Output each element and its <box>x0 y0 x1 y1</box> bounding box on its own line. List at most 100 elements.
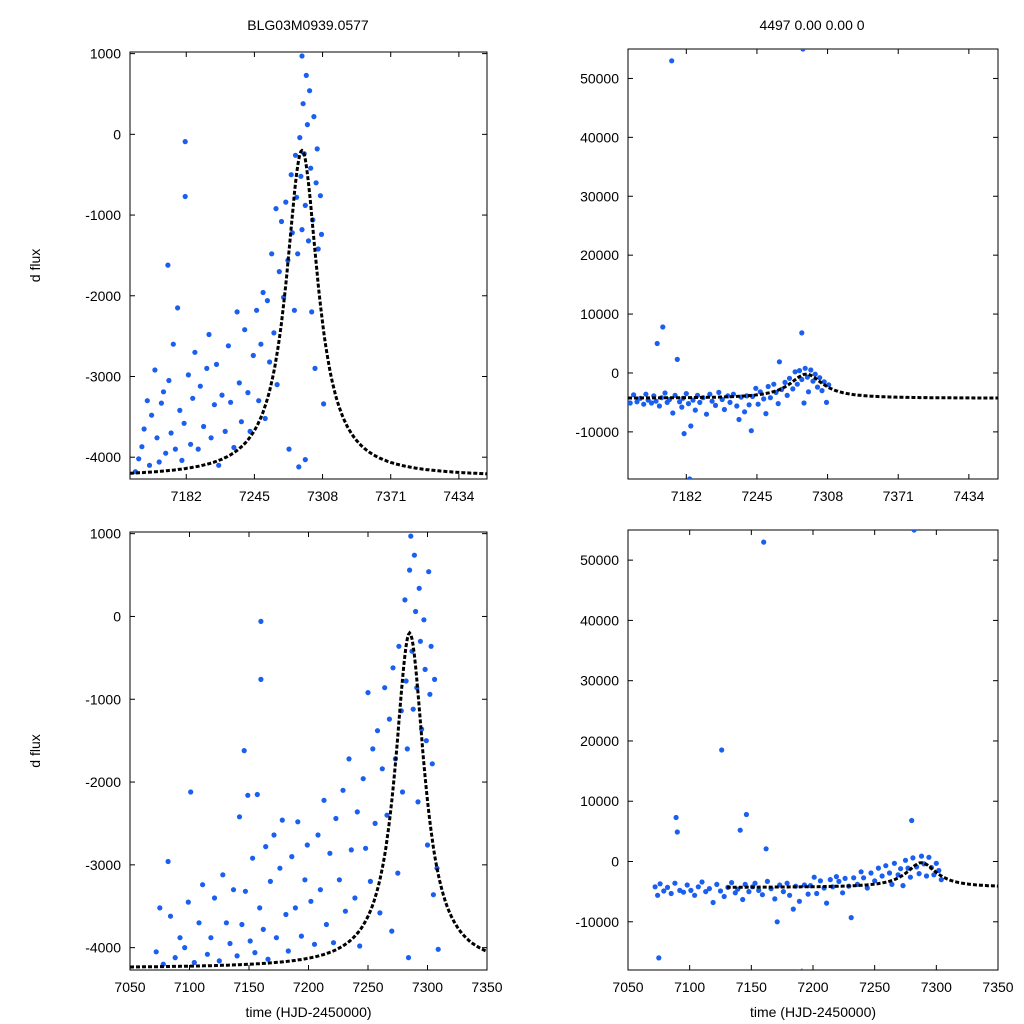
data-point <box>674 829 680 835</box>
data-point <box>805 891 811 897</box>
data-point <box>918 853 925 859</box>
data-point <box>273 206 279 212</box>
x-tick-label: 7050 <box>612 979 643 995</box>
data-point <box>153 949 159 955</box>
data-point <box>405 955 412 961</box>
data-point <box>277 865 283 871</box>
data-point <box>674 356 680 362</box>
data-point <box>288 172 294 178</box>
data-point <box>264 298 270 304</box>
data-point <box>188 789 194 795</box>
y-tick-label: -3000 <box>85 368 121 384</box>
data-point <box>740 896 746 903</box>
data-point <box>759 892 766 898</box>
data-point <box>848 915 854 921</box>
x-tick-label: 7050 <box>114 979 145 995</box>
data-point <box>250 352 256 359</box>
data-point <box>683 391 689 397</box>
data-point <box>714 881 720 888</box>
data-point <box>692 892 698 898</box>
data-point <box>390 665 396 671</box>
data-point <box>295 251 301 257</box>
data-point <box>736 416 742 423</box>
x-tick-label: 7300 <box>921 979 952 995</box>
y-tick-label: 0 <box>611 365 619 381</box>
data-point <box>276 269 282 275</box>
data-point <box>712 402 719 408</box>
data-point <box>247 938 253 944</box>
x-tick-label: 7150 <box>233 979 264 995</box>
data-point <box>763 411 769 417</box>
data-point <box>312 365 318 371</box>
data-point <box>165 262 171 268</box>
data-point <box>840 890 846 896</box>
data-point <box>317 887 323 893</box>
data-point <box>677 399 683 405</box>
data-point <box>158 400 164 406</box>
data-point <box>182 945 188 951</box>
panel-bottom-left: 7050 7100 7150 7200 7250 7300 7350 -4000 -3000 -2… <box>27 526 503 1020</box>
data-point <box>211 402 217 408</box>
data-point <box>190 395 196 401</box>
data-point <box>824 900 830 906</box>
data-point <box>274 382 280 388</box>
plot-frame <box>129 531 488 971</box>
data-point <box>737 827 743 833</box>
data-point <box>687 476 693 479</box>
x-tick-label: 7182 <box>171 488 202 504</box>
y-tick-label: 0 <box>113 126 121 142</box>
data-point <box>774 919 780 925</box>
data-point <box>367 878 373 885</box>
data-point <box>727 399 733 405</box>
data-point <box>267 878 273 885</box>
y-tick-label: -4000 <box>85 940 121 956</box>
data-point <box>756 887 762 894</box>
data-point <box>299 227 305 233</box>
data-point <box>295 819 301 825</box>
data-point <box>336 877 342 883</box>
data-point <box>166 377 172 384</box>
data-point <box>695 884 701 890</box>
y-tick-label: 1000 <box>90 526 121 542</box>
data-point <box>271 330 277 336</box>
data-point <box>435 946 441 952</box>
y-axis-label: d flux <box>27 734 43 767</box>
data-point <box>265 956 271 962</box>
y-tick-label: -3000 <box>85 857 121 873</box>
data-point <box>411 552 417 558</box>
data-point <box>321 797 327 803</box>
data-point <box>889 881 895 888</box>
data-point <box>298 933 304 939</box>
data-point <box>685 401 692 407</box>
data-point <box>311 114 317 120</box>
data-point <box>315 832 321 838</box>
data-point <box>292 152 299 158</box>
data-point <box>662 390 668 396</box>
data-point <box>729 880 735 886</box>
data-point <box>909 817 915 824</box>
data-point <box>304 122 310 128</box>
data-point <box>810 378 816 384</box>
data-point <box>302 457 308 463</box>
data-point <box>352 895 358 901</box>
data-point <box>377 910 383 916</box>
y-tick-label: -10000 <box>575 424 619 440</box>
data-point <box>413 608 419 615</box>
data-point <box>172 446 178 452</box>
data-point <box>931 872 937 878</box>
data-point <box>172 955 178 961</box>
data-point <box>643 391 649 397</box>
y-tick-label: 0 <box>611 854 619 870</box>
data-point <box>697 399 703 405</box>
data-point <box>875 865 882 871</box>
data-point <box>239 921 245 928</box>
data-point <box>139 444 145 450</box>
data-point <box>784 392 790 398</box>
data-point <box>252 950 258 956</box>
x-tick-label: 7182 <box>671 488 702 504</box>
data-point <box>833 874 840 880</box>
data-point <box>262 415 268 422</box>
data-point <box>699 879 705 885</box>
data-point <box>719 747 725 753</box>
data-point <box>399 789 406 795</box>
